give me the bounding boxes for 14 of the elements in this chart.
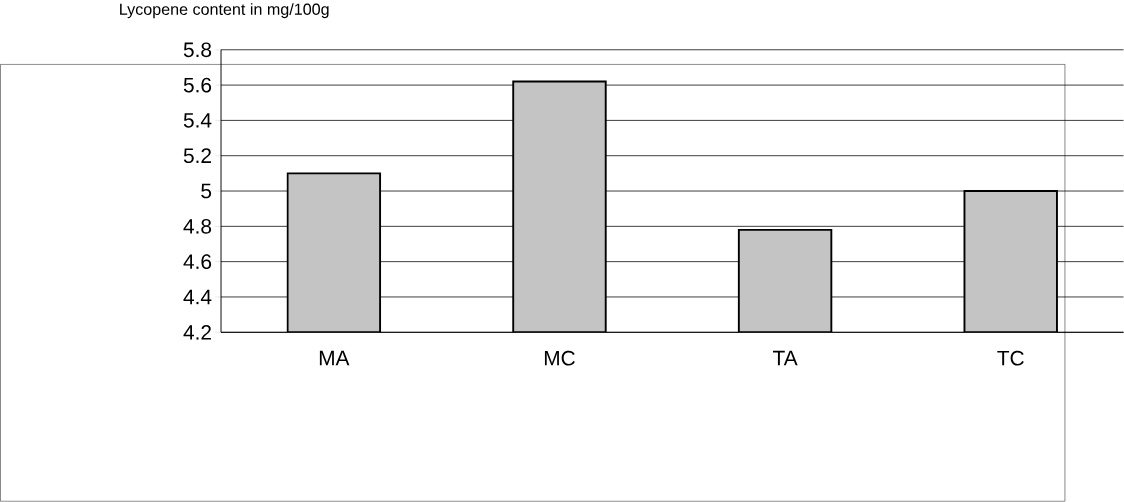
x-tick-label: MA (319, 350, 350, 366)
y-tick-label: 5.6 (183, 77, 212, 93)
x-tick-label: TC (997, 350, 1024, 366)
y-tick-label: 4.6 (183, 254, 212, 270)
y-tick-label: 5 (201, 183, 212, 199)
x-tick-label: MC (544, 350, 575, 366)
y-tick-label: 4.2 (183, 325, 211, 340)
y-tick-label: 4.8 (183, 219, 212, 234)
y-tick-label: 5.2 (183, 148, 211, 164)
x-tick-label: TA (773, 350, 798, 366)
y-tick-label: 4.4 (183, 289, 212, 305)
y-tick-label: 5.8 (183, 42, 212, 58)
y-axis-title: Lycopene content in mg/100g (120, 3, 329, 19)
y-tick-label: 5.4 (183, 113, 212, 128)
